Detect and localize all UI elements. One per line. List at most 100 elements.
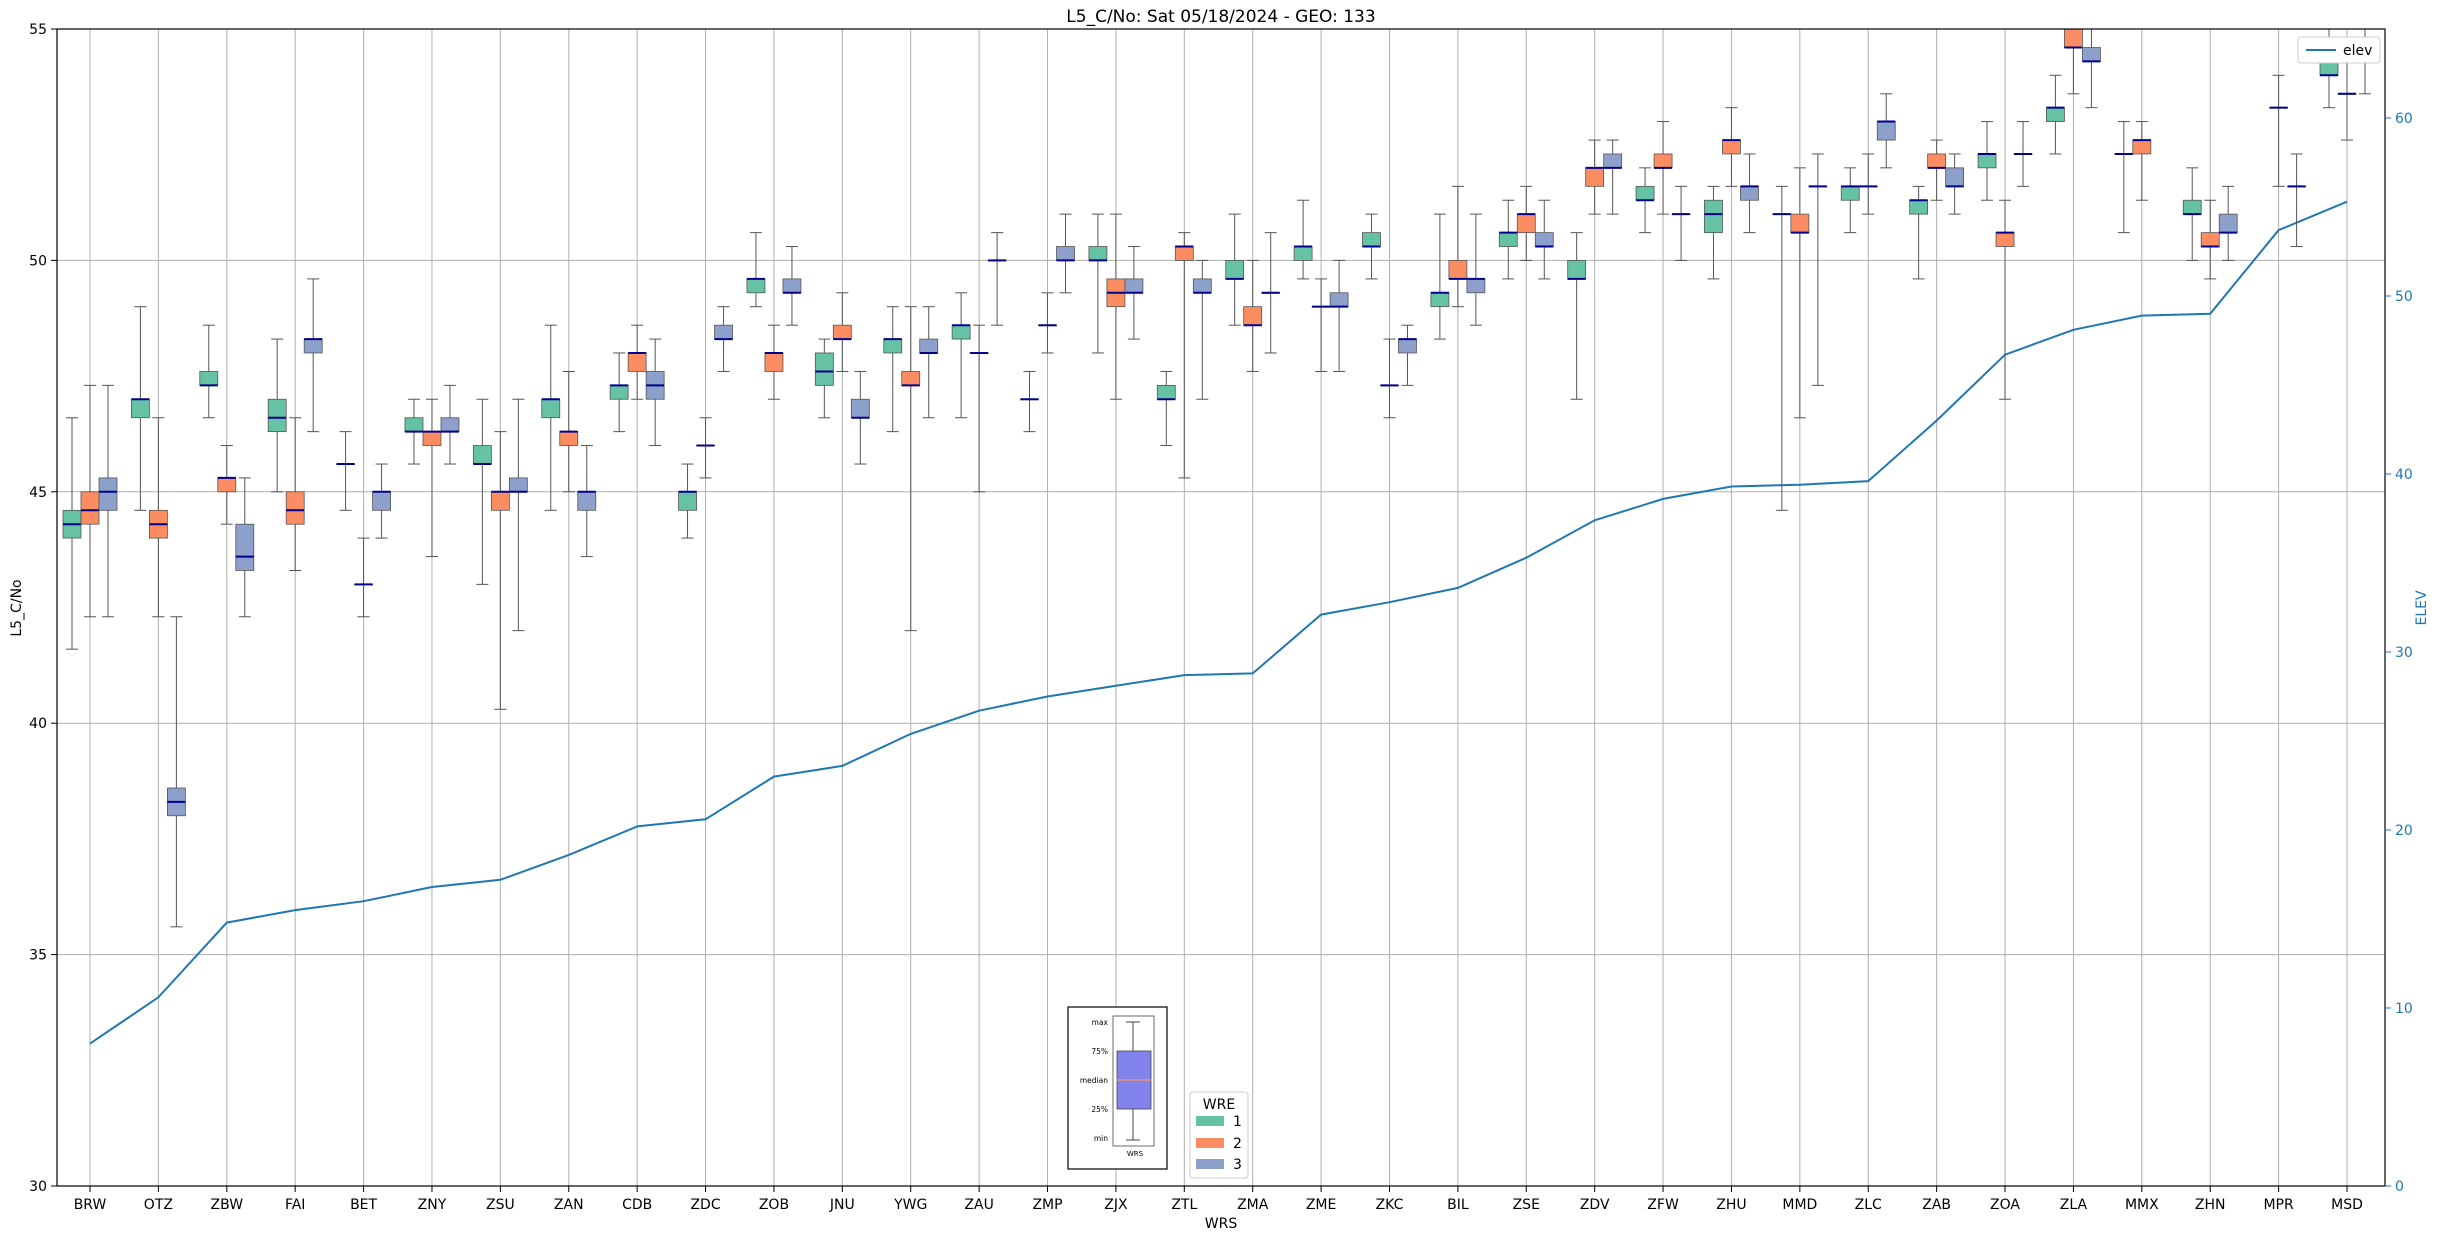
- box-body: [541, 398, 561, 419]
- box-zan-wre2: [559, 370, 579, 493]
- box-zkc-wre1: [1362, 213, 1381, 280]
- box-zab-wre3: [1945, 153, 1965, 215]
- x-tick-label-ztl: ZTL: [1171, 1197, 1197, 1213]
- box-zjx-wre1: [1088, 213, 1108, 354]
- box-body: [1722, 139, 1741, 155]
- box-zlc-wre1: [1840, 167, 1860, 234]
- box-body: [1056, 246, 1075, 261]
- x-tick-label-brw: BRW: [74, 1197, 107, 1213]
- box-body: [1329, 292, 1349, 308]
- box-zhu-wre3: [1740, 153, 1759, 234]
- box-body: [1225, 259, 1245, 280]
- box-body: [2132, 139, 2152, 155]
- box-zan-wre1: [541, 324, 561, 511]
- box-body: [1448, 259, 1468, 280]
- x-axis-label: WRS: [1205, 1216, 1238, 1232]
- x-tick-label-zab: ZAB: [1922, 1197, 1951, 1213]
- box-zkc-wre2: [1380, 338, 1399, 419]
- box-body: [1945, 167, 1965, 187]
- y-axis-label: L5_C/No: [9, 579, 25, 636]
- x-tick-label-ywg: YWG: [893, 1197, 927, 1213]
- box-body: [1740, 185, 1759, 201]
- y-tick-label: 30: [29, 1179, 47, 1195]
- box-mpr-wre2: [2269, 74, 2289, 187]
- box-brw-wre3: [98, 384, 118, 618]
- box-zhn-wre2: [2200, 199, 2220, 280]
- elev-line: [89, 200, 2348, 1045]
- box-zkc-wre3: [1398, 324, 1417, 386]
- box-body: [1156, 384, 1176, 400]
- box-zjx-wre3: [1124, 246, 1144, 340]
- box-body: [1362, 232, 1381, 247]
- box-zme-wre3: [1329, 259, 1349, 372]
- box-body: [1585, 167, 1605, 187]
- box-zla-wre2: [2064, 28, 2083, 95]
- box-body: [2218, 213, 2238, 234]
- box-zse-wre2: [1516, 185, 1536, 261]
- box-key-label-median: median: [1080, 1076, 1108, 1085]
- box-body: [235, 523, 255, 571]
- y2-tick-label: 30: [2395, 645, 2413, 661]
- y-tick-label: 40: [29, 716, 47, 732]
- box-key-caption: WRS: [1127, 1150, 1144, 1158]
- box-ywg-wre3: [919, 306, 939, 419]
- y-tick-label: 50: [29, 253, 47, 269]
- x-tick-label-zdv: ZDV: [1580, 1197, 1610, 1213]
- box-fai-wre3: [303, 278, 323, 433]
- x-tick-label-mmx: MMX: [2125, 1197, 2159, 1213]
- box-zhu-wre2: [1722, 107, 1741, 187]
- y2-tick-label: 60: [2395, 111, 2413, 127]
- box-ywg-wre2: [901, 306, 921, 632]
- box-body: [832, 324, 852, 340]
- box-zlc-wre2: [1858, 153, 1878, 215]
- box-body: [746, 278, 766, 294]
- elev-legend-label: elev: [2343, 43, 2372, 59]
- box-body: [919, 338, 939, 354]
- box-body: [951, 324, 971, 340]
- box-body: [1088, 246, 1108, 261]
- box-fai-wre2: [285, 417, 305, 571]
- box-body: [217, 477, 237, 493]
- box-key-inner-frame: [1112, 1015, 1155, 1147]
- box-brw-wre1: [62, 417, 82, 650]
- elev-legend: elev: [2297, 36, 2381, 64]
- box-zoa-wre1: [1977, 121, 1997, 201]
- x-tick-label-bil: BIL: [1447, 1197, 1469, 1213]
- box-body: [1840, 185, 1860, 201]
- box-cdb-wre1: [609, 352, 629, 433]
- box-zse-wre3: [1534, 199, 1554, 280]
- elev-line-layer: [89, 200, 2348, 1045]
- box-key-label-min: min: [1094, 1134, 1108, 1143]
- box-zsu-wre2: [490, 431, 510, 710]
- x-tick-label-cdb: CDB: [622, 1197, 652, 1213]
- box-zsu-wre3: [508, 398, 528, 632]
- box-body: [2182, 199, 2202, 215]
- x-tick-label-bet: BET: [350, 1197, 377, 1213]
- box-ywg-wre1: [883, 306, 903, 433]
- box-body: [577, 491, 597, 511]
- box-zma-wre2: [1243, 259, 1263, 372]
- x-tick-label-zob: ZOB: [759, 1197, 789, 1213]
- box-zdc-wre1: [678, 463, 697, 539]
- box-zoa-wre2: [1995, 199, 2015, 400]
- wre-legend: WRE 1 2 3: [1189, 1091, 1249, 1179]
- x-tick-label-zkc: ZKC: [1376, 1197, 1404, 1213]
- box-body: [130, 398, 150, 419]
- box-body: [2082, 47, 2101, 62]
- wre-legend-title: WRE: [1203, 1097, 1235, 1113]
- box-key-label-max: max: [1092, 1018, 1109, 1027]
- box-zdc-wre2: [696, 417, 715, 479]
- box-bil-wre2: [1448, 185, 1468, 308]
- box-body: [1653, 153, 1673, 169]
- box-bil-wre3: [1466, 213, 1486, 326]
- box-zdv-wre1: [1567, 232, 1587, 400]
- box-body: [80, 491, 100, 525]
- box-body: [422, 431, 442, 446]
- x-tick-label-zoa: ZOA: [1990, 1197, 2020, 1213]
- box-zfw-wre3: [1671, 185, 1691, 261]
- x-tick-label-zny: ZNY: [418, 1197, 447, 1213]
- y2-tick-label: 0: [2395, 1179, 2404, 1195]
- box-body: [303, 338, 323, 354]
